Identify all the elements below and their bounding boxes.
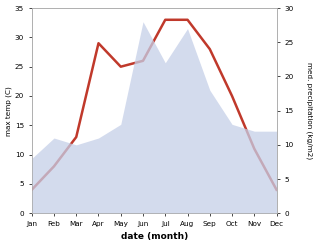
- Y-axis label: med. precipitation (kg/m2): med. precipitation (kg/m2): [306, 62, 313, 159]
- X-axis label: date (month): date (month): [121, 232, 188, 242]
- Y-axis label: max temp (C): max temp (C): [5, 86, 12, 136]
